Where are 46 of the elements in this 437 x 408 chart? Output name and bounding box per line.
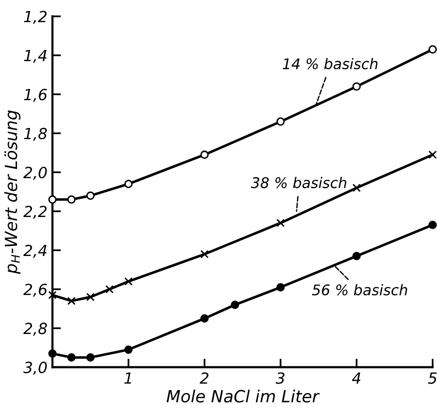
point bbox=[200, 150, 209, 159]
x-tick-label: 2 bbox=[200, 372, 208, 384]
point bbox=[428, 220, 437, 230]
x-axis-title: Mole NaCl im Liter bbox=[166, 390, 320, 403]
annotation: 38 % basisch bbox=[250, 176, 346, 188]
point bbox=[200, 314, 209, 323]
point bbox=[428, 45, 437, 54]
point bbox=[48, 349, 57, 358]
x-tick-label: 5 bbox=[428, 372, 437, 384]
x-tick-label: 3 bbox=[276, 372, 284, 384]
y-tick-label: 1,4 bbox=[24, 50, 46, 63]
point bbox=[352, 82, 361, 91]
y-tick-label: 2,2 bbox=[23, 206, 47, 219]
y-tick-label: 2,6 bbox=[23, 284, 47, 297]
point bbox=[124, 180, 133, 188]
y-tick-label: 2,0 bbox=[23, 166, 47, 180]
x-tick-label: 4 bbox=[352, 372, 360, 384]
annotation: 56 % basisch bbox=[312, 284, 408, 296]
y-tick-label: 1,6 bbox=[24, 88, 47, 102]
point bbox=[124, 345, 133, 354]
point bbox=[352, 184, 361, 192]
y-tick-label: 2,4 bbox=[23, 244, 46, 258]
y-tick-label: 3,0 bbox=[23, 362, 47, 375]
point bbox=[48, 290, 57, 300]
annotation: 14 % basisch bbox=[282, 58, 378, 70]
point bbox=[86, 292, 95, 302]
point bbox=[105, 285, 114, 294]
point bbox=[67, 296, 76, 306]
point bbox=[48, 195, 57, 204]
point bbox=[67, 353, 76, 362]
point bbox=[428, 150, 437, 159]
y-axis-title: p$_{H}$-Wert der Lösung bbox=[4, 110, 20, 274]
point bbox=[200, 250, 209, 258]
point bbox=[86, 353, 95, 362]
point bbox=[124, 277, 133, 286]
point bbox=[276, 117, 285, 126]
point bbox=[86, 191, 95, 200]
y-tick-label: 1,8 bbox=[24, 128, 47, 141]
point bbox=[276, 218, 285, 228]
x-tick-label: 1 bbox=[124, 372, 132, 384]
y-tick-label: 2,8 bbox=[23, 322, 47, 336]
point bbox=[276, 283, 285, 292]
point bbox=[352, 252, 361, 260]
point bbox=[67, 195, 76, 204]
y-tick-label: 1,2 bbox=[24, 10, 47, 24]
point bbox=[230, 300, 240, 309]
